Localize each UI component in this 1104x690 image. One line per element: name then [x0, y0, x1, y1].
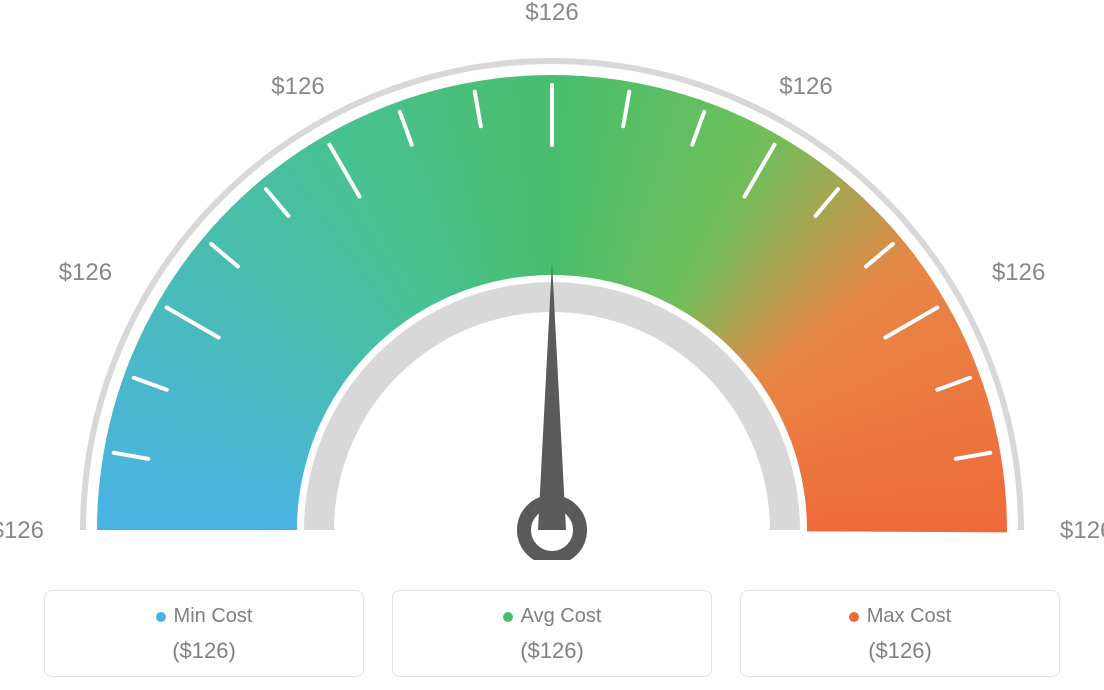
svg-text:$126: $126 — [271, 73, 324, 100]
legend-avg-top: Avg Cost — [503, 605, 602, 628]
legend-row: Min Cost ($126) Avg Cost ($126) Max Cost… — [44, 590, 1060, 677]
legend-avg-dot — [503, 612, 513, 622]
legend-min-top: Min Cost — [156, 605, 253, 628]
legend-max-top: Max Cost — [849, 605, 951, 628]
svg-text:$126: $126 — [525, 0, 578, 26]
legend-max-value: ($126) — [751, 638, 1049, 664]
legend-avg-label: Avg Cost — [521, 605, 602, 628]
svg-text:$126: $126 — [779, 73, 832, 100]
svg-text:$126: $126 — [992, 259, 1045, 286]
legend-min-dot — [156, 612, 166, 622]
svg-text:$126: $126 — [0, 517, 44, 544]
svg-text:$126: $126 — [1060, 517, 1104, 544]
legend-card-avg: Avg Cost ($126) — [392, 590, 712, 677]
svg-text:$126: $126 — [59, 259, 112, 286]
legend-card-max: Max Cost ($126) — [740, 590, 1060, 677]
gauge-chart: $126 $126 $126 $126 $126 $126 $126 — [0, 0, 1104, 560]
gauge-svg: $126 $126 $126 $126 $126 $126 $126 — [0, 0, 1104, 560]
legend-card-min: Min Cost ($126) — [44, 590, 364, 677]
legend-avg-value: ($126) — [403, 638, 701, 664]
legend-min-label: Min Cost — [174, 605, 253, 628]
legend-max-label: Max Cost — [867, 605, 951, 628]
legend-min-value: ($126) — [55, 638, 353, 664]
legend-max-dot — [849, 612, 859, 622]
